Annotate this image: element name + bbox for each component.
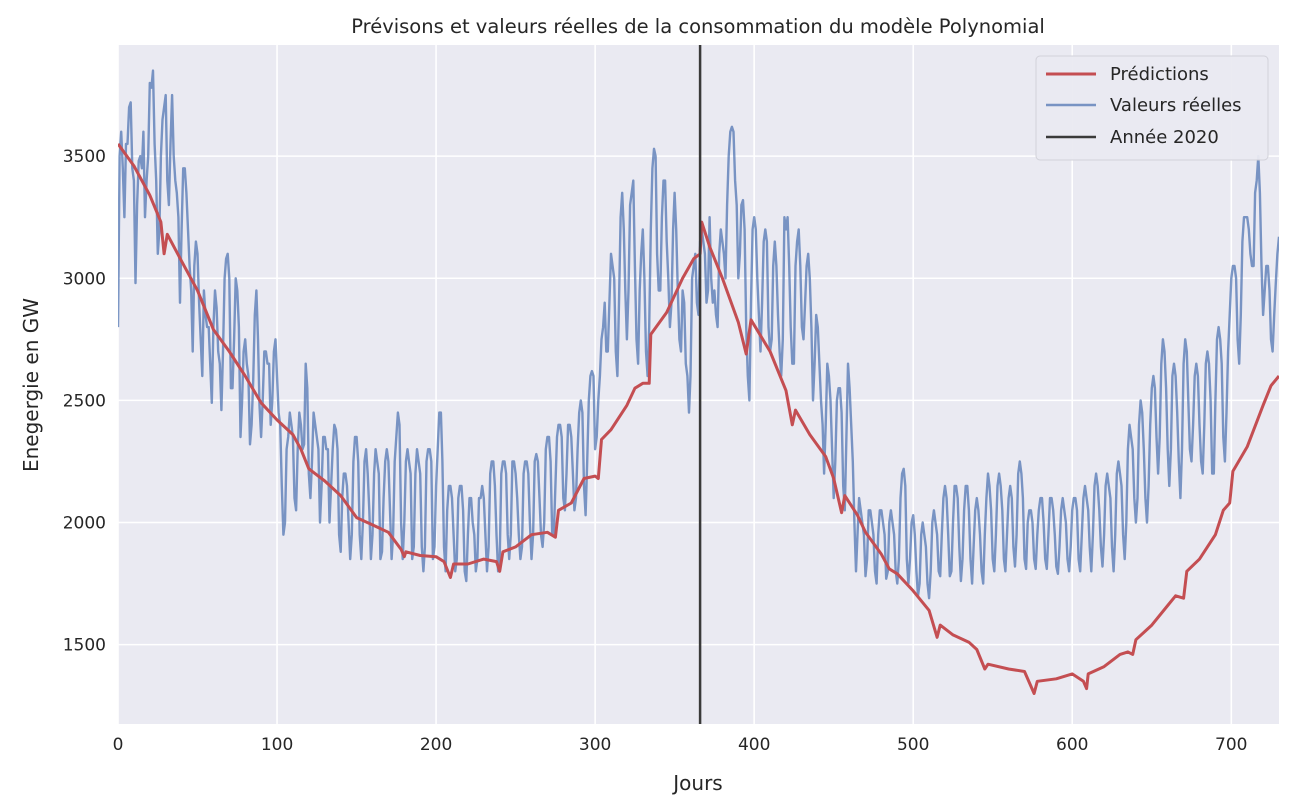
x-tick-label: 200: [420, 735, 452, 755]
legend-label-actual: Valeurs réelles: [1110, 95, 1242, 116]
y-tick-label: 3000: [63, 269, 106, 289]
y-tick-label: 2000: [63, 513, 106, 533]
series-line-actual: [118, 69, 1279, 600]
x-tick-label: 100: [261, 735, 293, 755]
y-tick-label: 1500: [63, 636, 106, 656]
series-layer: [118, 45, 1279, 724]
chart-title: Prévisons et valeurs réelles de la conso…: [351, 15, 1045, 38]
x-tick-label: 300: [579, 735, 611, 755]
x-tick-label: 600: [1056, 735, 1088, 755]
x-tick-label: 500: [897, 735, 929, 755]
y-axis-label: Enegergie en GW: [19, 298, 43, 472]
legend-label-predictions: Prédictions: [1110, 64, 1209, 85]
legend-label-vline: Année 2020: [1110, 127, 1219, 148]
x-tick-label: 700: [1215, 735, 1247, 755]
x-tick-label: 400: [738, 735, 770, 755]
legend-box: [1035, 55, 1269, 161]
series-line-predictions: [118, 143, 1279, 695]
x-tick-label: 0: [113, 735, 124, 755]
tick-labels: 0 100 200 300 400 500 600 700 1500 2000 2500 3000 35…: [63, 147, 1248, 755]
y-tick-label: 3500: [63, 147, 106, 167]
y-tick-label: 2500: [63, 391, 106, 411]
x-axis-label: Jours: [671, 771, 722, 795]
legend: Prédictions Valeurs réelles Année 2020: [1035, 55, 1269, 161]
